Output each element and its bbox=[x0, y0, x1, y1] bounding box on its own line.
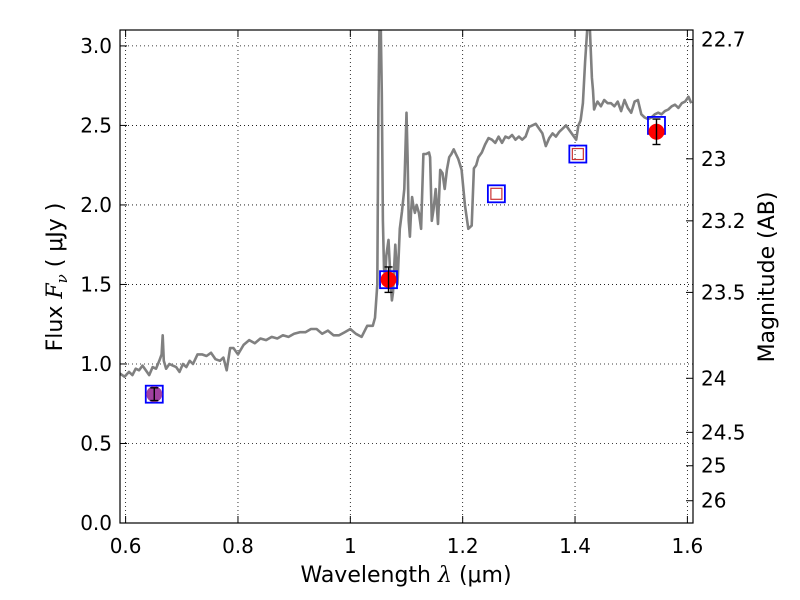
right-tick-label: 23.2 bbox=[701, 209, 746, 233]
y-tick-label: 1.5 bbox=[80, 272, 112, 296]
spectrum-line bbox=[120, 30, 693, 378]
model-inner-square bbox=[490, 187, 503, 200]
x-axis-label: Wavelength λ (μm) bbox=[300, 563, 511, 588]
x-tick-label: 0.8 bbox=[222, 534, 254, 558]
y-tick-label: 0.5 bbox=[80, 431, 112, 455]
x-tick-label: 1.4 bbox=[559, 534, 591, 558]
y-axis-label: Flux Fν ( μJy ) bbox=[43, 203, 71, 352]
y-tick-label: 0.0 bbox=[80, 511, 112, 535]
y-tick-label: 3.0 bbox=[80, 34, 112, 58]
x-tick-label: 1.6 bbox=[671, 534, 703, 558]
right-tick-label: 23 bbox=[701, 147, 726, 171]
right-axis-label: Magnitude (AB) bbox=[755, 192, 780, 363]
plot-frame bbox=[119, 29, 694, 524]
spectrum-series bbox=[120, 30, 693, 378]
model-square bbox=[486, 184, 506, 204]
right-tick-label: 24.5 bbox=[701, 420, 746, 444]
x-tick-label: 1 bbox=[344, 534, 357, 558]
observed-photometry-series bbox=[146, 118, 665, 403]
y-tick-label: 2.5 bbox=[80, 113, 112, 137]
model-inner-square bbox=[571, 147, 584, 161]
right-tick-label: 23.5 bbox=[701, 280, 746, 304]
right-tick-label: 25 bbox=[701, 454, 726, 478]
y-tick-label: 1.0 bbox=[80, 352, 112, 376]
axis-ticks: 0.6 0.8 1 1.2 1.4 1.6 0.0 0.5 1.0 1.5 2.0 2.5 3.0 22.… bbox=[80, 28, 745, 558]
right-tick-label: 22.7 bbox=[701, 28, 746, 52]
model-square bbox=[144, 384, 164, 404]
x-tick-label: 1.2 bbox=[447, 534, 479, 558]
x-tick-label: 0.6 bbox=[110, 534, 142, 558]
right-tick-label: 24 bbox=[701, 366, 726, 390]
model-square bbox=[568, 144, 588, 164]
right-tick-label: 26 bbox=[701, 489, 726, 513]
y-tick-label: 2.0 bbox=[80, 193, 112, 217]
